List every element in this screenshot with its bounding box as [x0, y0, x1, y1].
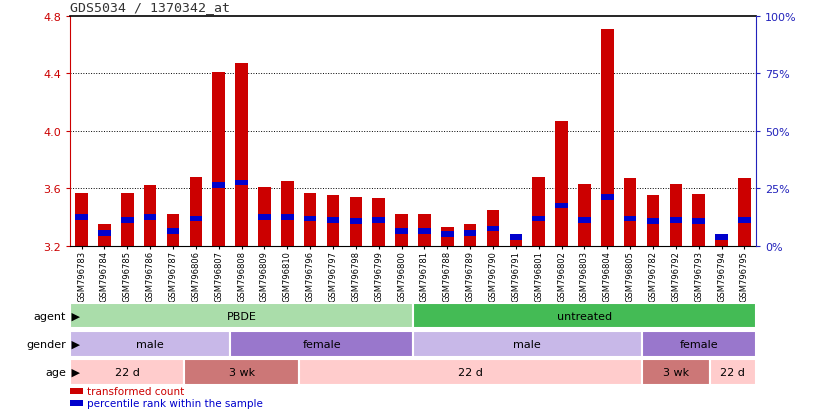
Text: gender: gender	[26, 339, 66, 349]
Text: 3 wk: 3 wk	[662, 367, 689, 377]
Bar	[396, 229, 408, 235]
Bar	[738, 217, 751, 223]
Bar	[212, 183, 225, 189]
FancyBboxPatch shape	[230, 331, 413, 357]
Text: female: female	[679, 339, 718, 349]
Text: ▶: ▶	[68, 367, 80, 377]
Bar	[121, 217, 134, 223]
Bar	[144, 186, 156, 246]
Bar	[555, 121, 567, 246]
Bar	[167, 215, 179, 246]
Bar	[647, 219, 659, 225]
Bar	[190, 177, 202, 246]
Bar	[121, 193, 134, 246]
Text: agent: agent	[34, 311, 66, 321]
Text: 22 d: 22 d	[115, 367, 140, 377]
Bar	[190, 216, 202, 222]
Bar	[259, 215, 271, 220]
FancyBboxPatch shape	[70, 303, 413, 329]
Bar	[578, 217, 591, 223]
Bar	[624, 179, 636, 246]
Bar	[601, 29, 614, 246]
Bar	[533, 177, 545, 246]
Text: untreated: untreated	[557, 311, 612, 321]
Text: male: male	[514, 339, 541, 349]
Text: ▶: ▶	[68, 339, 80, 349]
FancyBboxPatch shape	[70, 331, 230, 357]
Bar	[601, 195, 614, 200]
Bar	[555, 203, 567, 209]
Text: GDS5034 / 1370342_at: GDS5034 / 1370342_at	[70, 1, 230, 14]
Bar	[98, 225, 111, 246]
Text: transformed count: transformed count	[88, 386, 184, 396]
Bar	[373, 217, 385, 223]
Bar	[212, 73, 225, 246]
Bar	[327, 196, 339, 246]
Bar	[624, 216, 636, 222]
Bar	[578, 185, 591, 246]
Text: percentile rank within the sample: percentile rank within the sample	[88, 398, 263, 408]
Bar	[487, 210, 499, 246]
Text: PBDE: PBDE	[226, 311, 257, 321]
Bar	[510, 235, 522, 240]
Bar	[647, 196, 659, 246]
FancyBboxPatch shape	[299, 359, 642, 385]
Bar	[464, 225, 477, 246]
FancyBboxPatch shape	[413, 331, 642, 357]
Bar	[510, 235, 522, 246]
Bar	[418, 215, 430, 246]
Text: 3 wk: 3 wk	[229, 367, 254, 377]
Bar	[670, 185, 682, 246]
Bar	[373, 199, 385, 246]
FancyBboxPatch shape	[642, 359, 710, 385]
Bar	[349, 197, 362, 246]
Bar	[259, 188, 271, 246]
Bar	[692, 219, 705, 225]
Bar	[670, 217, 682, 223]
Bar	[692, 195, 705, 246]
Bar	[441, 228, 453, 246]
Bar	[235, 64, 248, 246]
FancyBboxPatch shape	[413, 303, 756, 329]
Bar	[235, 180, 248, 186]
Text: age: age	[45, 367, 66, 377]
Bar	[144, 215, 156, 220]
Bar	[715, 235, 728, 240]
Text: ▶: ▶	[68, 311, 80, 321]
Text: 22 d: 22 d	[458, 367, 482, 377]
Bar	[738, 179, 751, 246]
Text: male: male	[136, 339, 164, 349]
Bar	[349, 219, 362, 225]
Bar	[464, 230, 477, 236]
Text: 22 d: 22 d	[720, 367, 745, 377]
Bar	[304, 216, 316, 222]
Bar	[75, 193, 88, 246]
FancyBboxPatch shape	[710, 359, 756, 385]
Bar	[70, 388, 83, 394]
Bar	[304, 193, 316, 246]
Text: female: female	[302, 339, 341, 349]
Bar	[167, 229, 179, 235]
Bar	[281, 215, 293, 220]
Bar	[281, 182, 293, 246]
Bar	[533, 216, 545, 222]
Bar	[70, 399, 83, 406]
Bar	[75, 215, 88, 220]
FancyBboxPatch shape	[184, 359, 299, 385]
FancyBboxPatch shape	[70, 359, 184, 385]
Bar	[487, 226, 499, 232]
Bar	[98, 230, 111, 236]
FancyBboxPatch shape	[642, 331, 756, 357]
Bar	[715, 235, 728, 246]
Bar	[441, 232, 453, 237]
Bar	[396, 215, 408, 246]
Bar	[418, 229, 430, 235]
Bar	[327, 217, 339, 223]
